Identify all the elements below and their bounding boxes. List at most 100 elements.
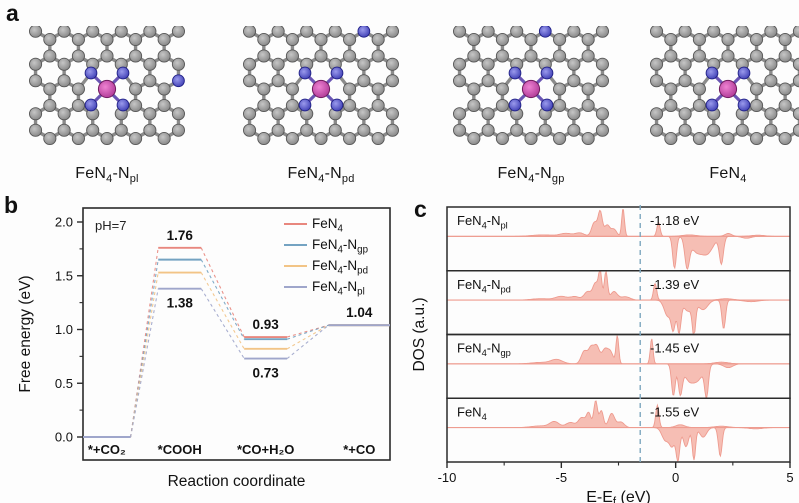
panel-c-letter: c <box>414 196 427 222</box>
carbon-atom <box>778 98 792 113</box>
carbon-atom <box>678 107 692 121</box>
level-connector <box>200 247 245 338</box>
carbon-atom <box>567 123 581 137</box>
carbon-atom <box>114 24 128 38</box>
carbon-atom <box>157 98 171 113</box>
carbon-atom <box>57 107 71 121</box>
carbon-atom <box>495 98 509 113</box>
carbon-atom <box>750 131 764 146</box>
nitrogen-atom <box>172 74 185 88</box>
carbon-atom <box>143 24 157 38</box>
carbon-atom <box>300 24 314 38</box>
carbon-atom <box>453 24 467 38</box>
x-tick-label: -10 <box>438 470 457 485</box>
x-tick-label: 5 <box>786 470 793 485</box>
carbon-atom <box>143 107 157 121</box>
legend-label: FeN4-Npl <box>312 279 365 298</box>
nitrogen-atom <box>84 98 98 112</box>
carbon-atom <box>581 98 595 113</box>
dband-center-label: -1.18 eV <box>650 213 699 228</box>
carbon-atom <box>257 82 271 96</box>
carbon-atom <box>86 123 100 137</box>
carbon-atom <box>481 74 495 88</box>
carbon-atom <box>257 131 271 146</box>
carbon-atom <box>171 107 185 121</box>
carbon-atom <box>678 123 692 137</box>
carbon-atom <box>524 49 538 63</box>
energy-value-label: 0.93 <box>253 317 280 332</box>
carbon-atom <box>692 49 706 63</box>
ph-annotation: pH=7 <box>95 218 126 233</box>
carbon-atom <box>57 57 71 71</box>
carbon-atom <box>778 82 792 96</box>
carbon-atom <box>721 49 735 63</box>
carbon-atom <box>100 32 114 47</box>
carbon-atom <box>271 107 285 121</box>
carbon-atom <box>538 123 552 137</box>
carbon-atom <box>553 131 567 146</box>
dos-structure-label: FeN4-Npl <box>457 213 508 231</box>
state-label: *+CO <box>343 442 375 457</box>
iron-atom <box>718 79 738 99</box>
state-label: *CO+H₂O <box>237 442 294 457</box>
carbon-atom <box>243 123 257 137</box>
carbon-atom <box>764 123 778 137</box>
carbon-atom <box>567 57 581 71</box>
carbon-atom <box>453 74 467 88</box>
carbon-atom <box>495 49 509 63</box>
molecule-tile: FeN4-Npl <box>28 24 186 185</box>
carbon-atom <box>143 57 157 71</box>
carbon-atom <box>567 24 581 38</box>
molecule-label: FeN4-Npd <box>287 165 355 186</box>
level-connector <box>286 324 329 350</box>
carbon-atom <box>510 123 524 137</box>
iron-atom <box>97 79 117 99</box>
carbon-atom <box>750 82 764 96</box>
carbon-atom <box>343 98 357 113</box>
carbon-atom <box>71 49 85 63</box>
carbon-atom <box>285 82 299 96</box>
carbon-atom <box>257 49 271 63</box>
carbon-atom <box>114 123 128 137</box>
carbon-atom <box>581 49 595 63</box>
carbon-atom <box>385 107 399 121</box>
carbon-atom <box>581 82 595 96</box>
carbon-atom <box>357 74 371 88</box>
carbon-atom <box>553 32 567 47</box>
molecule-label: FeN4-Ngp <box>497 165 565 186</box>
carbon-atom <box>157 32 171 47</box>
carbon-atom <box>481 24 495 38</box>
carbon-atom <box>650 57 664 71</box>
carbon-atom <box>371 49 385 63</box>
carbon-atom <box>792 24 799 38</box>
molecule-tile: FeN4-Npd <box>242 24 400 186</box>
carbon-atom <box>57 74 71 88</box>
carbon-atom <box>595 123 609 137</box>
carbon-atom <box>495 32 509 47</box>
panel-a: a FeN4-Npl FeN4-Npd FeN4-Ngp FeN4 <box>0 0 799 192</box>
carbon-atom <box>692 98 706 113</box>
x-tick-label: -5 <box>556 470 568 485</box>
carbon-atom <box>792 57 799 71</box>
carbon-atom <box>678 57 692 71</box>
energy-value-label: 1.76 <box>167 228 194 243</box>
carbon-atom <box>285 131 299 146</box>
carbon-atom <box>314 49 328 63</box>
x-axis-title: E-Ef (eV) <box>586 489 651 503</box>
panel-c: c FeN4-Npl -1.18 eV FeN4-Npd -1.39 eV FeN4-N… <box>410 192 799 503</box>
carbon-atom <box>750 49 764 63</box>
carbon-atom <box>100 131 114 146</box>
carbon-atom <box>650 74 664 88</box>
legend-label: FeN4-Npd <box>312 258 368 277</box>
carbon-atom <box>581 32 595 47</box>
carbon-atom <box>371 82 385 96</box>
carbon-atom <box>495 131 509 146</box>
carbon-atom <box>29 107 43 121</box>
carbon-atom <box>678 74 692 88</box>
carbon-atom <box>595 57 609 71</box>
molecule-tile: FeN4 <box>649 24 799 185</box>
carbon-atom <box>595 107 609 121</box>
nitrogen-atom <box>508 66 522 80</box>
carbon-atom <box>750 98 764 113</box>
